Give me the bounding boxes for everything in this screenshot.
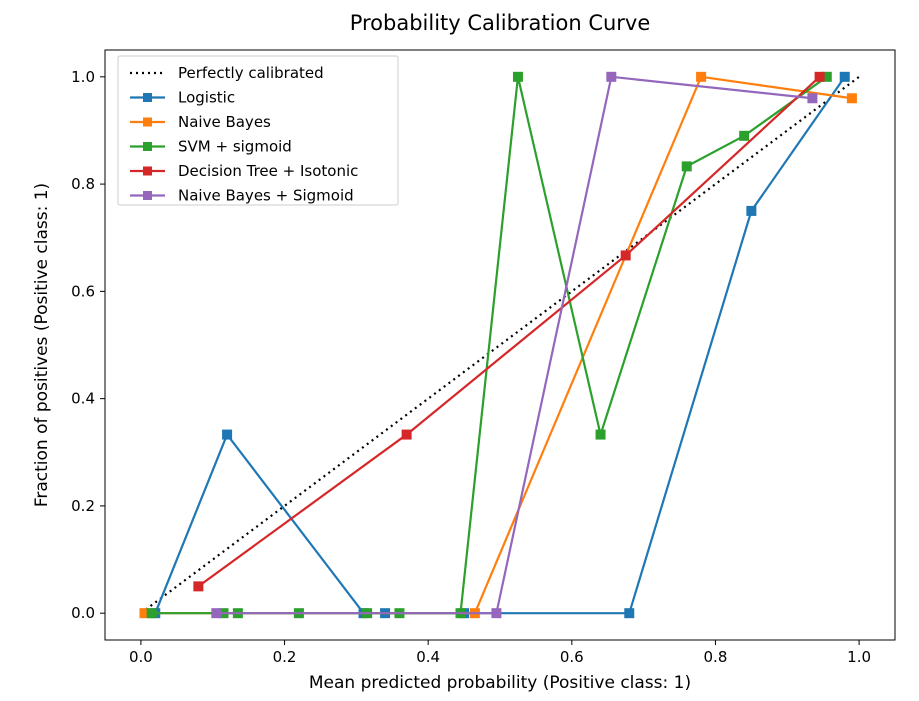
series-marker <box>607 72 616 81</box>
series-marker <box>808 94 817 103</box>
y-tick-label: 0.8 <box>71 175 95 193</box>
calibration-chart: 0.0 0.2 0.4 0.6 0.8 1.0 0.0 0.2 0.4 0.6 0.8 1.0 Mean… <box>0 0 919 701</box>
legend-label: Naive Bayes <box>178 113 271 131</box>
legend-swatch-marker <box>143 93 152 102</box>
x-axis-label: Mean predicted probability (Positive cla… <box>309 673 691 693</box>
series-marker <box>847 94 856 103</box>
series-marker <box>194 582 203 591</box>
y-axis-label: Fraction of positives (Positive class: 1… <box>32 183 52 507</box>
x-tick-label: 0.6 <box>560 648 584 666</box>
legend-label: Logistic <box>178 89 235 107</box>
x-tick-label: 0.2 <box>273 648 297 666</box>
series-marker <box>625 609 634 618</box>
chart-title: Probability Calibration Curve <box>350 11 651 35</box>
series-marker <box>697 72 706 81</box>
series-marker <box>223 430 232 439</box>
series-marker <box>621 251 630 260</box>
series-marker <box>740 131 749 140</box>
x-tick-label: 1.0 <box>847 648 871 666</box>
legend-swatch-marker <box>143 191 152 200</box>
series-marker <box>492 609 501 618</box>
series-marker <box>212 609 221 618</box>
series-marker <box>682 162 691 171</box>
x-tick-label: 0.0 <box>129 648 153 666</box>
legend-label: Perfectly calibrated <box>178 64 324 82</box>
y-tick-label: 0.6 <box>71 282 95 300</box>
y-tick-label: 1.0 <box>71 68 95 86</box>
legend-label: Decision Tree + Isotonic <box>178 162 358 180</box>
x-tick-label: 0.4 <box>416 648 440 666</box>
series-marker <box>815 72 824 81</box>
x-tick-label: 0.8 <box>704 648 728 666</box>
series-marker <box>402 430 411 439</box>
legend-swatch-marker <box>143 118 152 127</box>
series-marker <box>840 72 849 81</box>
legend-swatch-marker <box>143 142 152 151</box>
legend-label: Naive Bayes + Sigmoid <box>178 187 354 205</box>
series-marker <box>747 206 756 215</box>
series-marker <box>147 609 156 618</box>
series-marker <box>596 430 605 439</box>
y-tick-label: 0.4 <box>71 390 95 408</box>
y-tick-label: 0.2 <box>71 497 95 515</box>
legend-label: SVM + sigmoid <box>178 138 292 156</box>
legend-swatch-marker <box>143 167 152 176</box>
y-tick-label: 0.0 <box>71 604 95 622</box>
series-marker <box>513 72 522 81</box>
